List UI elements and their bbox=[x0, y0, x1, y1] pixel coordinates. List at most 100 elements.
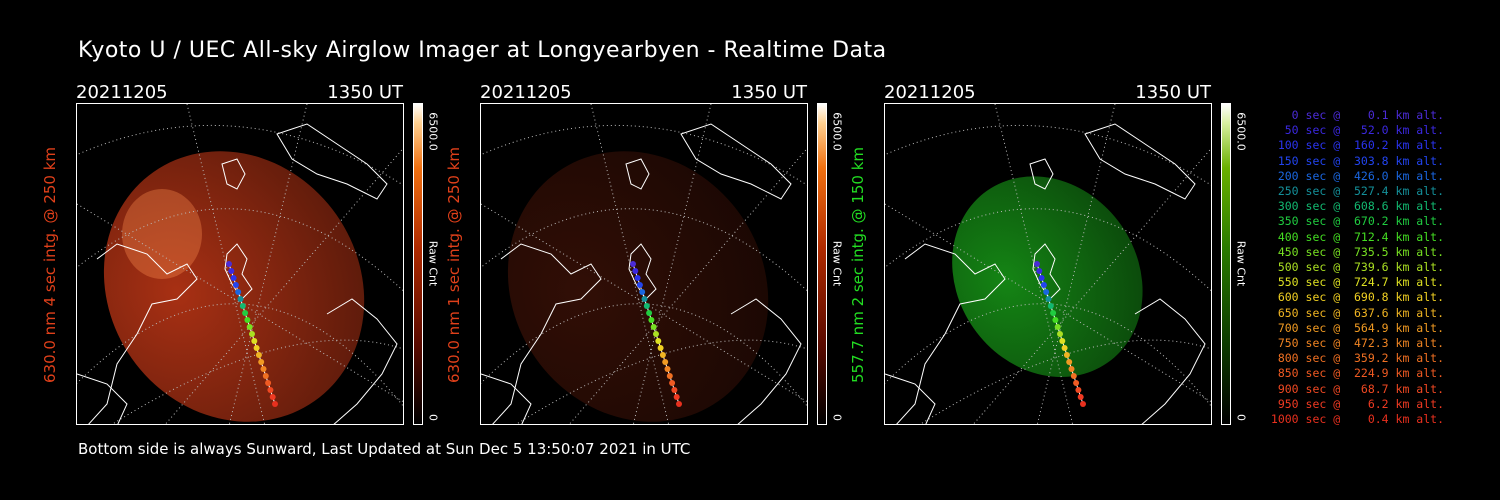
legend-entry: 500 sec @ 739.6 km alt. bbox=[1270, 260, 1444, 275]
rocket-trajectory bbox=[630, 261, 682, 407]
trajectory-point bbox=[244, 317, 251, 323]
legend-entry: 50 sec @ 52.0 km alt. bbox=[1270, 123, 1444, 138]
trajectory-point bbox=[1057, 331, 1063, 337]
trajectory-point bbox=[232, 282, 239, 288]
legend-entry: 400 sec @ 712.4 km alt. bbox=[1270, 229, 1444, 244]
legend-entry: 550 sec @ 724.7 km alt. bbox=[1270, 275, 1444, 290]
coastline bbox=[77, 123, 398, 424]
colorbar-label: Raw Cnt bbox=[426, 240, 440, 287]
coastline bbox=[885, 123, 1206, 424]
trajectory-point bbox=[646, 310, 653, 316]
panel-time: 1350 UT bbox=[1135, 82, 1211, 103]
page-title: Kyoto U / UEC All-sky Airglow Imager at … bbox=[78, 38, 887, 63]
panel-time: 1350 UT bbox=[327, 82, 403, 103]
trajectory-point bbox=[673, 394, 680, 400]
rocket-trajectory bbox=[226, 261, 278, 407]
colorbar-max: 6500.0 bbox=[1234, 112, 1248, 151]
trajectory-point bbox=[1066, 359, 1073, 365]
imager-panel-3: 20211205 1350 UT 557.7 nm 2 sec intg. @ … bbox=[849, 82, 1304, 430]
legend-entry: 350 sec @ 670.2 km alt. bbox=[1270, 214, 1444, 229]
panel-date: 20211205 bbox=[884, 82, 976, 103]
colorbar-max: 6500.0 bbox=[830, 112, 844, 151]
trajectory-legend: 0 sec @ 0.1 km alt. 50 sec @ 52.0 km alt… bbox=[1262, 108, 1444, 427]
legend-entry: 850 sec @ 224.9 km alt. bbox=[1270, 366, 1444, 381]
trajectory-point bbox=[1038, 275, 1045, 281]
legend-entry: 300 sec @ 608.6 km alt. bbox=[1270, 199, 1444, 214]
trajectory-point bbox=[641, 296, 648, 302]
trajectory-point bbox=[1068, 366, 1075, 372]
legend-entry: 750 sec @ 472.3 km alt. bbox=[1270, 336, 1444, 351]
trajectory-point bbox=[235, 289, 242, 295]
trajectory-point bbox=[1036, 268, 1043, 274]
trajectory-point bbox=[1061, 345, 1068, 351]
trajectory-point bbox=[664, 366, 671, 372]
colorbar bbox=[413, 103, 423, 425]
trajectory-point bbox=[639, 289, 646, 295]
trajectory-point bbox=[653, 331, 659, 337]
trajectory-point bbox=[1047, 303, 1054, 309]
legend-entry: 450 sec @ 735.5 km alt. bbox=[1270, 244, 1444, 259]
trajectory-point bbox=[634, 275, 641, 281]
legend-entry: 200 sec @ 426.0 km alt. bbox=[1270, 168, 1444, 183]
trajectory-point bbox=[1063, 352, 1070, 358]
trajectory-point bbox=[1043, 289, 1050, 295]
footer-note: Bottom side is always Sunward, Last Upda… bbox=[78, 440, 691, 458]
airglow-disk bbox=[952, 176, 1143, 377]
trajectory-point bbox=[242, 310, 249, 316]
trajectory-point bbox=[258, 359, 265, 365]
trajectory-point bbox=[632, 268, 639, 274]
panel-time: 1350 UT bbox=[731, 82, 807, 103]
trajectory-point bbox=[262, 373, 269, 379]
trajectory-point bbox=[671, 387, 678, 393]
trajectory-point bbox=[636, 282, 643, 288]
trajectory-point bbox=[1077, 394, 1084, 400]
trajectory-point bbox=[237, 296, 244, 302]
legend-entry: 700 sec @ 564.9 km alt. bbox=[1270, 320, 1444, 335]
trajectory-point bbox=[676, 401, 682, 407]
aurora-patch bbox=[122, 189, 202, 279]
imager-panel-2: 20211205 1350 UT 630.0 nm 1 sec intg. @ … bbox=[445, 82, 900, 430]
trajectory-point bbox=[643, 303, 650, 309]
colorbar-label: Raw Cnt bbox=[830, 240, 844, 287]
trajectory-point bbox=[230, 275, 237, 281]
trajectory-point bbox=[666, 373, 673, 379]
trajectory-point bbox=[659, 352, 666, 358]
trajectory-point bbox=[267, 387, 274, 393]
panel-date: 20211205 bbox=[76, 82, 168, 103]
legend-entry: 150 sec @ 303.8 km alt. bbox=[1270, 153, 1444, 168]
legend-entry: 1000 sec @ 0.4 km alt. bbox=[1270, 412, 1444, 427]
colorbar bbox=[1221, 103, 1231, 425]
allsky-image bbox=[76, 103, 404, 425]
trajectory-point bbox=[1073, 380, 1080, 386]
allsky-image bbox=[480, 103, 808, 425]
trajectory-point bbox=[657, 345, 664, 351]
trajectory-point bbox=[650, 324, 657, 330]
allsky-image bbox=[884, 103, 1212, 425]
trajectory-point bbox=[251, 338, 258, 344]
legend-entry: 600 sec @ 690.8 km alt. bbox=[1270, 290, 1444, 305]
colorbar-max: 6500.0 bbox=[426, 112, 440, 151]
trajectory-point bbox=[630, 261, 636, 267]
trajectory-point bbox=[1070, 373, 1077, 379]
trajectory-point bbox=[1045, 296, 1052, 302]
colorbar-min: 0 bbox=[830, 414, 844, 421]
colorbar bbox=[817, 103, 827, 425]
trajectory-point bbox=[1040, 282, 1047, 288]
coastline bbox=[481, 123, 802, 424]
trajectory-point bbox=[648, 317, 655, 323]
trajectory-point bbox=[1052, 317, 1059, 323]
colorbar-min: 0 bbox=[426, 414, 440, 421]
trajectory-point bbox=[1034, 261, 1040, 267]
trajectory-point bbox=[253, 345, 260, 351]
legend-entry: 0 sec @ 0.1 km alt. bbox=[1270, 108, 1444, 122]
trajectory-point bbox=[1080, 401, 1086, 407]
imager-panel-1: 20211205 1350 UT 630.0 nm 4 sec intg. @ … bbox=[41, 82, 496, 430]
colorbar-min: 0 bbox=[1234, 414, 1248, 421]
panel-date: 20211205 bbox=[480, 82, 572, 103]
trajectory-point bbox=[669, 380, 676, 386]
trajectory-point bbox=[1059, 338, 1066, 344]
trajectory-point bbox=[255, 352, 262, 358]
legend-entry: 900 sec @ 68.7 km alt. bbox=[1270, 381, 1444, 396]
legend-entry: 650 sec @ 637.6 km alt. bbox=[1270, 305, 1444, 320]
trajectory-point bbox=[655, 338, 662, 344]
